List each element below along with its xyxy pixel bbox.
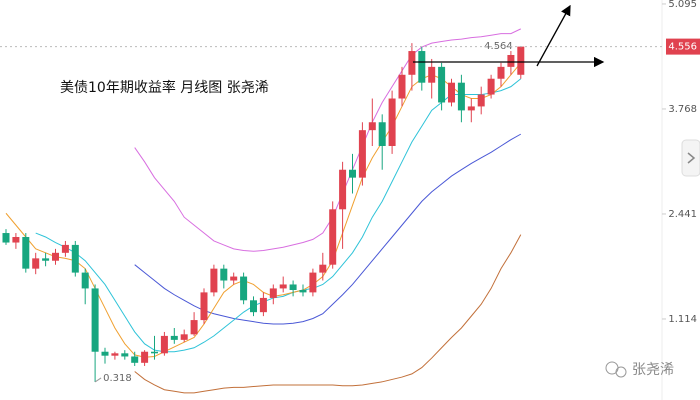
candle-body <box>22 236 30 269</box>
candle-body <box>517 46 525 75</box>
chart-title: 美债10年期收益率 月线图 张尧浠 <box>60 79 269 96</box>
candle-body <box>91 288 99 352</box>
candle-body <box>388 98 396 146</box>
candle-body <box>398 74 406 99</box>
candle-body <box>378 122 386 146</box>
watermark-icon <box>615 366 627 378</box>
indicator-line <box>134 234 522 394</box>
candle-body <box>289 284 297 291</box>
candle-body <box>457 82 465 111</box>
candle-body <box>121 353 129 357</box>
indicator-line <box>134 28 522 252</box>
candle-body <box>240 276 248 301</box>
candle-body <box>42 258 50 261</box>
side-button-icon[interactable] <box>687 152 696 164</box>
candle-body <box>259 297 267 313</box>
candle-body <box>12 236 20 243</box>
low-marker <box>94 377 102 383</box>
y-tick-label: 5.095 <box>668 0 697 10</box>
candle-body <box>418 51 426 83</box>
candle-body <box>81 272 89 289</box>
last-price-label: 4.556 <box>668 42 697 53</box>
candle-body <box>111 353 119 356</box>
indicator-line <box>134 133 522 325</box>
candle-body <box>101 351 109 356</box>
annotation-arrow <box>536 4 571 67</box>
candle-body <box>190 320 198 335</box>
candle-body <box>329 209 337 265</box>
candle-body <box>497 66 505 79</box>
candle-body <box>299 290 307 293</box>
candle-body <box>141 351 149 363</box>
y-tick-label: 2.441 <box>668 209 697 220</box>
candle-body <box>339 169 347 210</box>
candle-body <box>487 78 495 95</box>
side-button[interactable] <box>681 139 700 177</box>
candle-body <box>507 54 515 67</box>
candle-body <box>52 252 59 261</box>
candle-body <box>319 264 327 273</box>
candle-body <box>269 288 277 298</box>
candle-body <box>309 272 317 293</box>
candle-body <box>200 292 208 321</box>
candle-body <box>358 130 366 178</box>
candle-body <box>131 356 139 363</box>
candle-body <box>279 284 287 289</box>
candle-body <box>61 244 69 253</box>
candle-body <box>428 66 436 83</box>
candle-body <box>477 94 485 107</box>
candle-body <box>250 300 257 313</box>
last-price-box <box>666 38 700 55</box>
candle-body <box>180 334 188 340</box>
candle-body <box>408 51 416 75</box>
candle-body <box>32 258 40 269</box>
plot-area: 1.114 2.441 3.768 5.095 4.564 0.318 <box>2 0 697 394</box>
candle-body <box>230 276 238 281</box>
candle-body <box>368 122 376 131</box>
watermark-text: 张尧浠 <box>632 362 674 378</box>
candle-body <box>349 169 356 178</box>
candle-body <box>2 233 10 243</box>
y-tick-label: 3.768 <box>668 104 697 115</box>
candle-body <box>467 106 475 111</box>
candle-body <box>151 351 158 354</box>
low-label: 0.318 <box>103 373 132 384</box>
indicator-line <box>35 78 522 353</box>
side-button-bg[interactable] <box>681 139 700 177</box>
watermark: 张尧浠 <box>605 361 674 378</box>
candle-body <box>438 66 446 103</box>
candle-body <box>71 244 79 273</box>
candle-body <box>170 335 178 340</box>
candle-body <box>220 268 228 281</box>
y-tick-label: 1.114 <box>668 314 697 325</box>
candle-body <box>210 268 218 293</box>
candle-body <box>448 82 455 103</box>
high-label: 4.564 <box>484 41 513 52</box>
candle-body <box>160 335 168 354</box>
